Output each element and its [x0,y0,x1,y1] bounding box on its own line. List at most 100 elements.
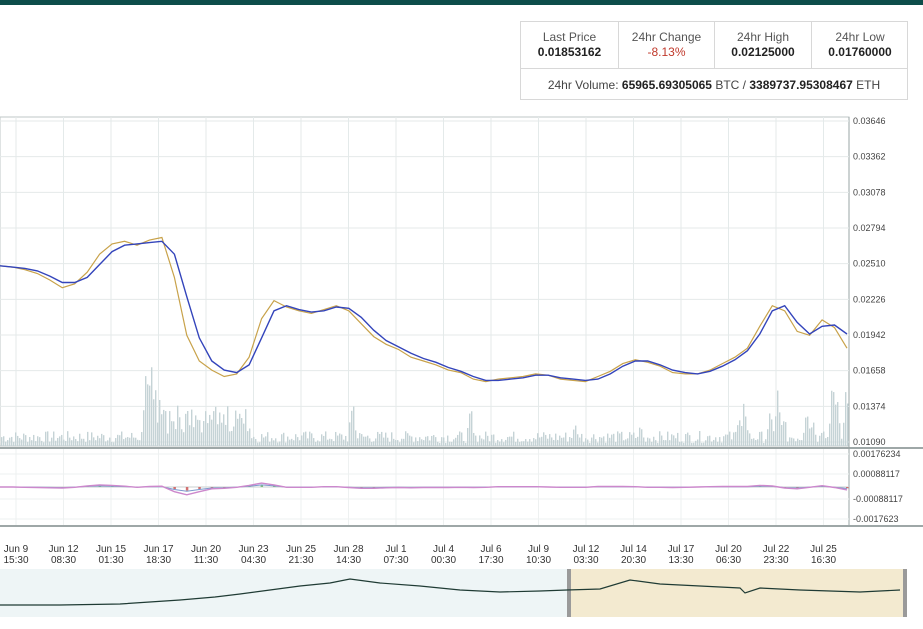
volume-bar [301,435,303,446]
change-stat: 24hr Change -8.13% [619,22,715,68]
volume-bar [113,442,115,446]
market-stats-panel: Last Price 0.01853162 24hr Change -8.13%… [520,21,908,100]
volume-bar [695,440,697,446]
volume-bar [677,432,679,446]
volume-bar [9,437,11,446]
volume-bar [535,439,537,446]
volume-bar [569,437,571,446]
volume-bar [521,441,523,446]
volume-bar [465,442,467,446]
volume-bar [295,434,297,446]
volume-bar [527,441,529,446]
volume-bar [641,429,643,446]
volume-bar [623,440,625,446]
volume-bar [203,421,205,446]
volume-bar [833,392,835,446]
volume-bar [783,421,785,446]
volume-bar [65,440,67,446]
volume-bar [279,441,281,446]
volume-bar [673,435,675,446]
volume-bar [235,410,237,446]
volume-bar [607,433,609,446]
volume-bar [537,433,539,446]
x-tick-time: 15:30 [3,555,28,566]
volume-bar [847,403,849,446]
volume-bar [813,422,815,446]
volume-bar [269,441,271,446]
volume-bar [707,436,709,446]
volume-bar [139,440,141,446]
macd-panel: 0.00176234 0.00088117 -0.00088117 -0.001762… [0,449,903,524]
volume-bar [545,434,547,446]
volume-bar [647,437,649,446]
volume-bar [81,438,83,446]
volume-bar [513,431,515,446]
x-tick-date: Jul 20 [715,544,742,555]
navigator-selected-range [571,569,903,617]
volume-eth-unit: ETH [856,78,881,92]
volume-bar [561,437,563,446]
x-tick-time: 08:30 [51,555,76,566]
volume-bar [505,439,507,446]
volume-bar [653,436,655,446]
volume-bar [215,406,217,446]
x-tick-date: Jul 9 [528,544,550,555]
volume-bar [719,437,721,446]
volume-bar [311,433,313,446]
volume-bar [321,434,323,446]
volume-bar [273,440,275,446]
volume-bar [829,423,831,446]
volume-bar [347,441,349,446]
volume-bar [217,424,219,446]
volume-bar [399,442,401,446]
volume-bar [423,440,425,446]
volume-bar [263,437,265,446]
volume-bar [419,437,421,446]
volume-bar [601,437,603,446]
price-grid [0,116,923,527]
volume-bar [747,430,749,446]
macd-tick-label: 0.00088117 [853,469,900,479]
volume-bar [157,422,159,446]
volume-bar [681,441,683,446]
volume-bar [45,431,47,446]
volume-bar [389,441,391,446]
x-tick-date: Jun 23 [238,544,268,555]
volume-bar [757,439,759,446]
volume-bar [355,430,357,446]
volume-bar [291,438,293,446]
volume-bar [481,438,483,446]
volume-bar [1,437,3,446]
x-tick-time: 10:30 [526,555,551,566]
x-tick-time: 21:30 [288,555,313,566]
volume-bar [577,434,579,446]
volume-bar [345,435,347,446]
volume-bar [257,442,259,446]
volume-bar [275,438,277,446]
volume-bar [517,438,519,446]
volume-bar [371,441,373,446]
volume-bar [807,416,809,446]
volume-bar [433,435,435,446]
volume-bar [171,421,173,446]
volume-bar [89,440,91,446]
volume-bar [657,442,659,446]
volume-bar [531,441,533,446]
x-tick-date: Jul 4 [433,544,455,555]
volume-bar [741,426,743,446]
volume-bar [753,438,755,446]
volume-bar [663,440,665,446]
volume-bar [565,432,567,446]
range-navigator[interactable] [0,569,907,617]
volume-bar [831,390,833,446]
x-tick-date: Jul 12 [573,544,600,555]
volume-bar [815,434,817,446]
volume-bar [553,439,555,446]
volume-bar [643,437,645,446]
volume-bar [43,442,45,446]
volume-bar [735,431,737,446]
volume-bar [397,440,399,446]
volume-bar [485,431,487,446]
volume-bar [109,437,111,446]
